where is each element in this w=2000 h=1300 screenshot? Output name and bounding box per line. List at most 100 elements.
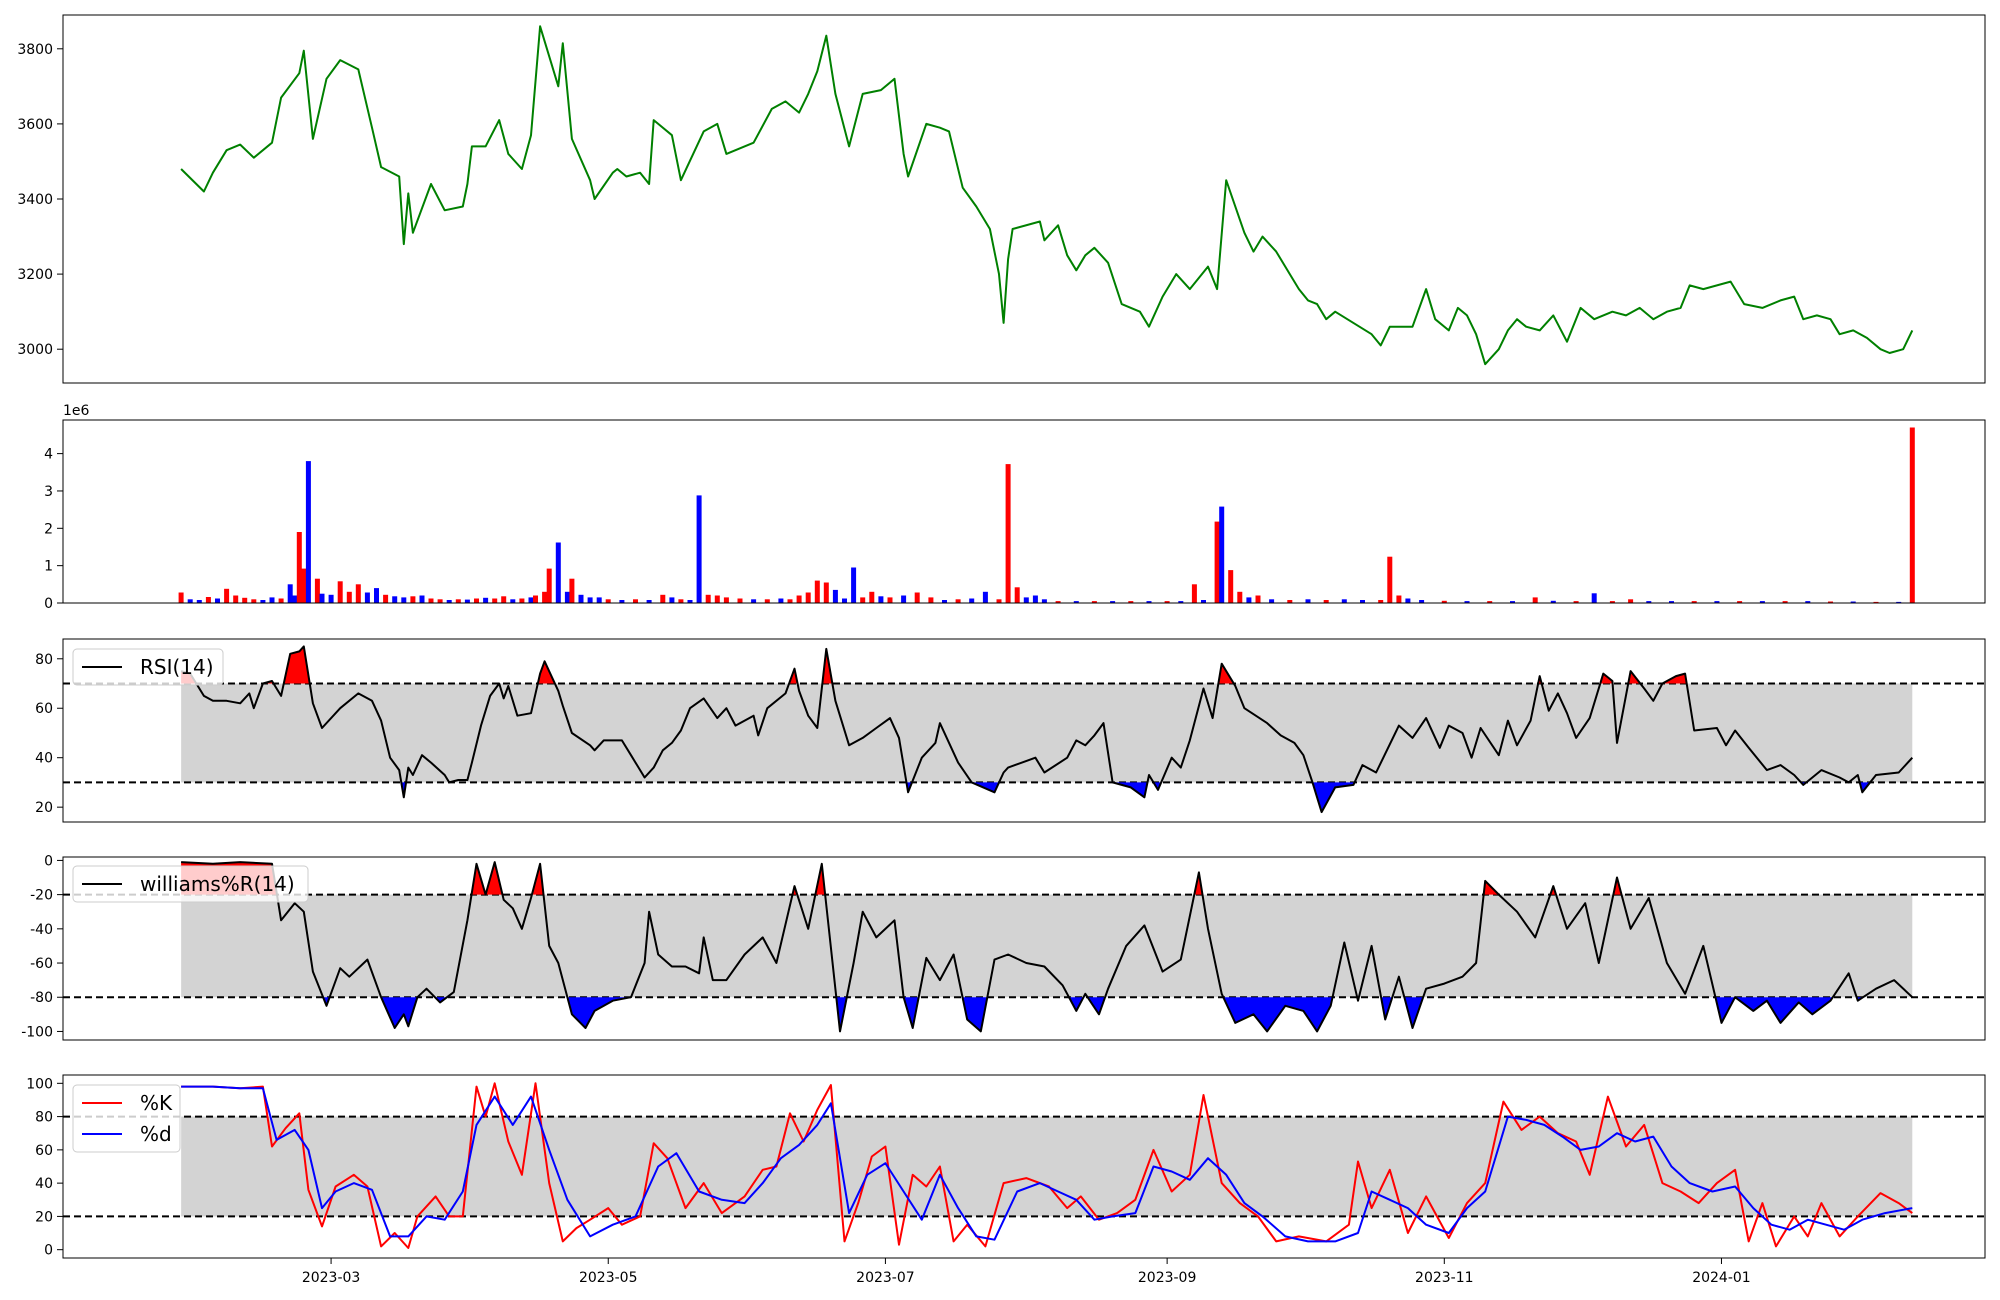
volume-bar [1759,601,1765,603]
volume-bar [1628,599,1634,603]
volume-bar [1164,601,1170,603]
volume-panel: 0 1 2 3 4 1e6 [44,403,1986,612]
volume-bar [796,595,802,603]
price-y-tick-label: 3000 [17,342,53,358]
williams-r-legend: williams%R(14) [72,865,309,903]
stochastic-plot-area [63,1082,1985,1249]
rsi-plot-area [63,645,1985,814]
volume-bar [1805,601,1811,603]
williams-r-line [181,861,1913,1033]
volume-bar [419,595,425,603]
rsi-neutral-band [181,683,1913,783]
volume-bar [669,597,675,603]
volume-bar [869,591,875,603]
volume-bar [1850,601,1856,603]
volume-bar [446,600,452,603]
williams-r-panel: 0 -20 -40 -60 -80 -100 williams%R(14) [21,853,1986,1041]
volume-bar [278,598,284,603]
volume-bar [764,599,770,603]
volume-bar [296,532,302,603]
stochastic-y-tick-label: 80 [35,1110,53,1126]
volume-bar [319,593,325,603]
rsi-panel: 20 40 60 80 RSI(14) [35,638,1986,823]
volume-bar [1405,598,1411,603]
volume-bar [569,578,575,603]
k-line [181,1082,1913,1249]
volume-y-axis: 0 1 2 3 4 [44,447,63,612]
volume-bar [1669,601,1674,603]
volume-bar [1419,600,1425,603]
volume-bar [205,597,211,603]
volume-bar [269,597,275,603]
volume-bar [646,600,652,603]
volume-bar [955,599,961,603]
price-y-tick-label: 3600 [17,117,53,133]
price-panel: 3000 3200 3400 3600 3800 [17,14,1986,384]
volume-bar [1023,597,1029,603]
volume-bar [1646,601,1652,603]
stochastic-legend-box [72,1084,181,1153]
volume-bar [1873,601,1879,603]
volume-bar [1246,597,1252,603]
volume-bar [737,598,743,603]
volume-bar [969,598,975,603]
williams-r-y-tick-label: -80 [30,990,53,1006]
volume-bar [437,599,443,603]
rsi-y-tick-label: 40 [35,751,53,767]
volume-bar [587,597,593,603]
volume-bar [633,599,638,603]
price-panel-frame [62,14,1986,384]
volume-bar [914,592,920,603]
williams-r-panel-frame [62,856,1986,1041]
williams-r-y-tick-label: -20 [30,888,53,904]
volume-bar [555,542,561,603]
rsi-y-tick-label: 80 [35,652,53,668]
volume-y-tick-label: 2 [44,521,53,537]
volume-bar [787,599,793,603]
volume-bar [1178,601,1184,603]
volume-bar [374,588,379,603]
rsi-y-axis: 20 40 60 80 [35,652,63,816]
volume-bar [1510,601,1515,603]
date-x-axis: 2023-03 2023-05 2023-07 2023-09 2023-11 2024-… [302,1258,1751,1286]
volume-bar [1396,595,1402,603]
volume-bar [1191,584,1197,603]
rsi-line [180,645,1914,814]
volume-bar [1237,591,1243,603]
volume-bar [596,597,602,603]
x-tick-label: 2023-05 [579,1270,638,1286]
williams-r-plot-area [63,861,1985,1033]
volume-bar [392,596,398,603]
volume-bar [1219,506,1225,603]
stochastic-panel-frame [62,1074,1986,1259]
volume-bar [805,592,811,603]
price-y-tick-label: 3800 [17,42,53,58]
price-y-axis: 3000 3200 3400 3600 3800 [17,42,63,358]
volume-bar [401,597,407,603]
x-tick-label: 2023-03 [302,1270,361,1286]
volume-y-tick-label: 0 [44,596,53,612]
volume-bar [860,597,866,603]
volume-bar [714,595,720,603]
volume-bar [178,592,184,603]
x-tick-label: 2024-01 [1692,1270,1751,1286]
volume-bar [1691,601,1697,603]
price-y-tick-label: 3200 [17,267,53,283]
volume-bar [1055,601,1061,603]
price-line [180,25,1914,366]
rsi-legend-box [72,648,224,686]
volume-bar [696,495,702,603]
williams-r-y-tick-label: 0 [44,853,53,869]
volume-bar [705,594,711,603]
volume-bar [1441,600,1447,603]
volume-bar [1464,601,1470,603]
volume-bar [542,591,548,603]
x-tick-label: 2023-11 [1415,1270,1474,1286]
volume-bar [251,599,257,603]
k-legend-label: %K [140,1091,173,1115]
volume-bar [410,596,416,603]
rsi-y-tick-label: 20 [35,800,53,816]
volume-bar [233,595,239,603]
